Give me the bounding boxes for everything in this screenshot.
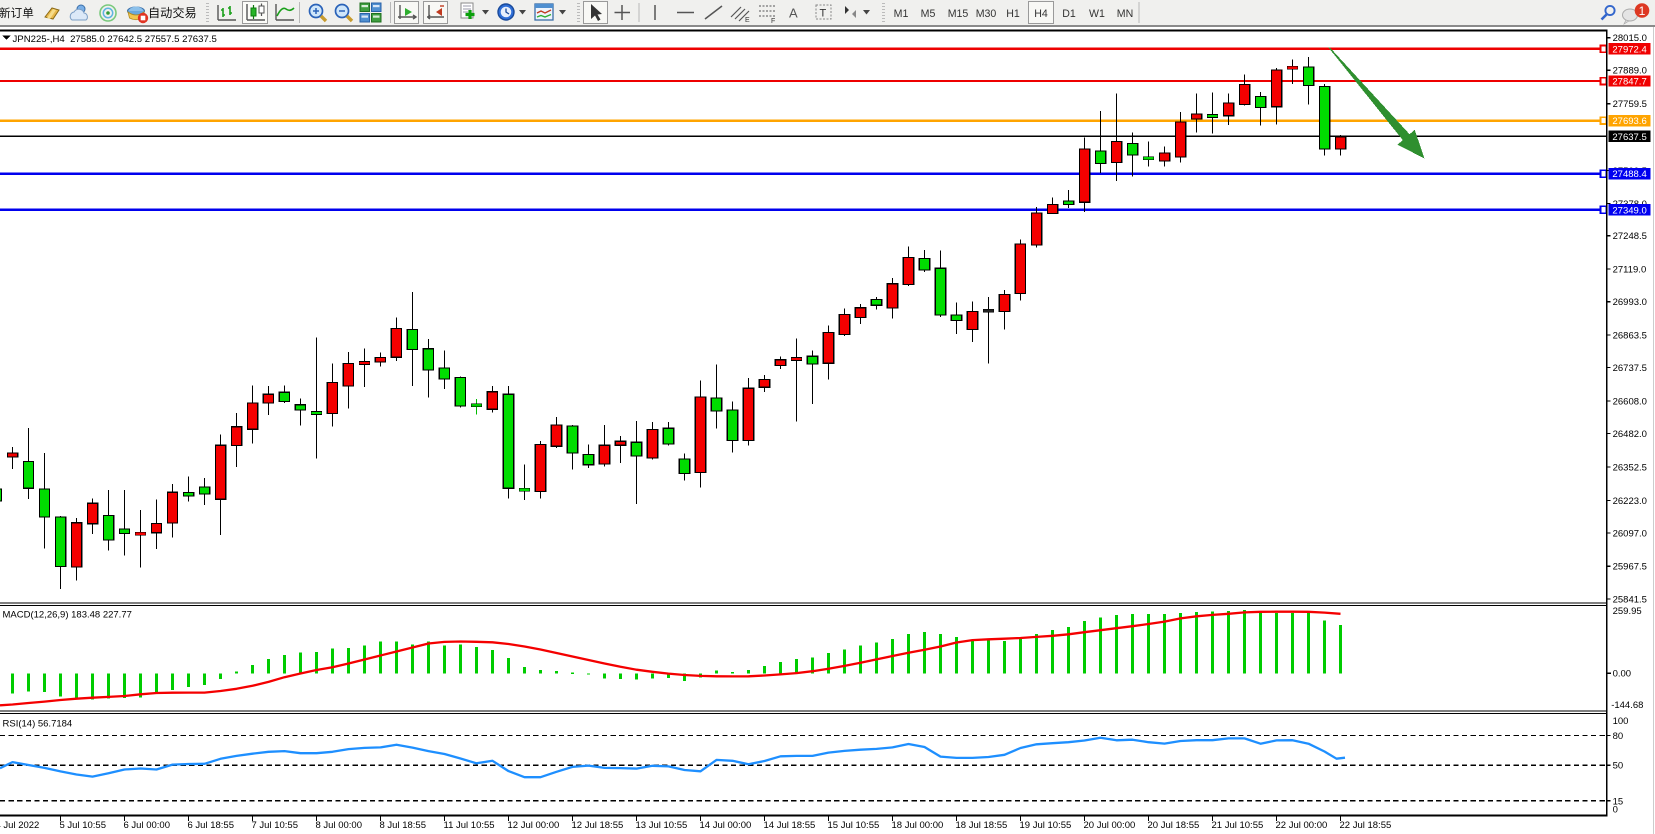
svg-text:21 Jul 10:55: 21 Jul 10:55: [1212, 820, 1264, 831]
svg-text:-144.68: -144.68: [1611, 700, 1643, 711]
svg-text:26863.5: 26863.5: [1613, 330, 1647, 341]
svg-text:M5: M5: [921, 8, 936, 20]
svg-text:0: 0: [1613, 804, 1618, 815]
svg-text:26223.0: 26223.0: [1613, 496, 1647, 507]
svg-text:259.95: 259.95: [1613, 606, 1642, 617]
svg-text:15: 15: [1613, 796, 1624, 807]
svg-text:27847.7: 27847.7: [1612, 77, 1646, 88]
svg-text:27488.4: 27488.4: [1612, 169, 1646, 180]
svg-text:新订单: 新订单: [0, 6, 34, 20]
svg-text:JPN225-,H4 27585.0 27642.5 27: JPN225-,H4 27585.0 27642.5 27557.5 27637…: [13, 34, 217, 45]
svg-text:14 Jul 00:00: 14 Jul 00:00: [700, 820, 752, 831]
svg-text:H1: H1: [1006, 8, 1020, 20]
svg-text:26993.0: 26993.0: [1613, 297, 1647, 308]
svg-text:26482.0: 26482.0: [1613, 429, 1647, 440]
svg-text:18 Jul 00:00: 18 Jul 00:00: [892, 820, 944, 831]
svg-text:7 Jul 10:55: 7 Jul 10:55: [252, 820, 298, 831]
svg-text:8 Jul 18:55: 8 Jul 18:55: [380, 820, 426, 831]
svg-text:T: T: [820, 8, 827, 20]
svg-text:12 Jul 18:55: 12 Jul 18:55: [572, 820, 624, 831]
svg-text:100: 100: [1613, 716, 1629, 727]
svg-text:27759.5: 27759.5: [1613, 99, 1647, 110]
svg-text:80: 80: [1613, 731, 1624, 742]
svg-text:25841.5: 25841.5: [1613, 594, 1647, 605]
svg-text:27637.5: 27637.5: [1612, 132, 1646, 143]
svg-text:26737.5: 26737.5: [1613, 363, 1647, 374]
svg-text:6 Jul 00:00: 6 Jul 00:00: [124, 820, 170, 831]
svg-text:E: E: [745, 17, 750, 24]
svg-text:6 Jul 18:55: 6 Jul 18:55: [188, 820, 234, 831]
svg-text:4 Jul 2022: 4 Jul 2022: [0, 820, 39, 831]
svg-text:28015.0: 28015.0: [1613, 33, 1647, 44]
svg-text:27119.0: 27119.0: [1613, 264, 1647, 275]
svg-text:22 Jul 00:00: 22 Jul 00:00: [1276, 820, 1328, 831]
svg-text:MN: MN: [1117, 8, 1133, 20]
svg-text:25967.5: 25967.5: [1613, 562, 1647, 573]
svg-text:1: 1: [1639, 4, 1646, 18]
svg-text:M30: M30: [976, 8, 997, 20]
svg-text:26608.0: 26608.0: [1613, 396, 1647, 407]
svg-text:50: 50: [1613, 761, 1624, 772]
svg-text:27889.0: 27889.0: [1613, 66, 1647, 77]
svg-text:22 Jul 18:55: 22 Jul 18:55: [1340, 820, 1392, 831]
svg-text:27693.6: 27693.6: [1612, 116, 1646, 127]
svg-text:20 Jul 18:55: 20 Jul 18:55: [1148, 820, 1200, 831]
svg-text:MACD(12,26,9) 183.48 227.77: MACD(12,26,9) 183.48 227.77: [3, 610, 132, 621]
svg-text:27972.4: 27972.4: [1612, 44, 1646, 55]
svg-text:20 Jul 00:00: 20 Jul 00:00: [1084, 820, 1136, 831]
svg-text:A: A: [789, 6, 798, 21]
svg-text:8 Jul 00:00: 8 Jul 00:00: [316, 820, 362, 831]
svg-text:27349.0: 27349.0: [1612, 205, 1646, 216]
svg-text:19 Jul 10:55: 19 Jul 10:55: [1020, 820, 1072, 831]
svg-text:H4: H4: [1034, 8, 1048, 20]
svg-text:12 Jul 00:00: 12 Jul 00:00: [508, 820, 560, 831]
svg-text:13 Jul 10:55: 13 Jul 10:55: [636, 820, 688, 831]
svg-text:D1: D1: [1062, 8, 1076, 20]
svg-text:27248.5: 27248.5: [1613, 231, 1647, 242]
svg-text:自动交易: 自动交易: [148, 5, 197, 20]
svg-text:W1: W1: [1089, 8, 1105, 20]
svg-text:18 Jul 18:55: 18 Jul 18:55: [956, 820, 1008, 831]
svg-text:26097.0: 26097.0: [1613, 528, 1647, 539]
svg-text:26352.5: 26352.5: [1613, 462, 1647, 473]
svg-text:14 Jul 18:55: 14 Jul 18:55: [764, 820, 816, 831]
svg-text:RSI(14) 56.7184: RSI(14) 56.7184: [3, 718, 73, 729]
svg-text:5 Jul 10:55: 5 Jul 10:55: [60, 820, 106, 831]
svg-text:M1: M1: [894, 8, 909, 20]
svg-text:F: F: [771, 18, 775, 25]
svg-text:0.00: 0.00: [1613, 669, 1632, 680]
svg-text:11 Jul 10:55: 11 Jul 10:55: [444, 820, 495, 831]
svg-text:M15: M15: [948, 8, 969, 20]
svg-text:15 Jul 10:55: 15 Jul 10:55: [828, 820, 880, 831]
